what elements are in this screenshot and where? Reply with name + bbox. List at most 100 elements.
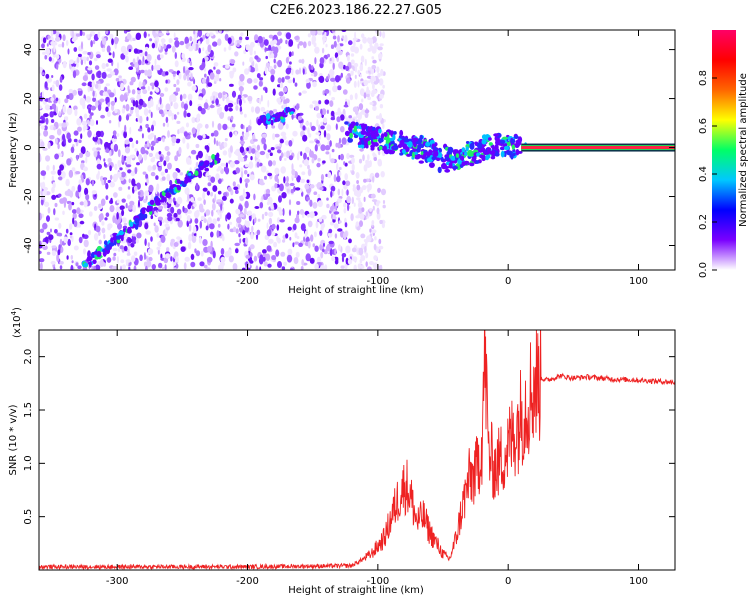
spectrogram-noise-cell — [205, 209, 211, 216]
spectrogram-noise-cell — [117, 149, 121, 158]
spectrogram-noise-cell — [219, 211, 222, 220]
spectrogram-noise-cell — [330, 44, 335, 49]
spectrogram-noise-cell — [90, 40, 93, 48]
spectrogram-noise-cell — [284, 157, 287, 161]
spectrogram-noise-cell — [377, 187, 381, 193]
spectrogram-noise-cell — [357, 213, 361, 218]
spectrogram-noise-cell — [43, 113, 49, 118]
spectrogram-noise-cell — [119, 245, 124, 250]
spectrogram-noise-cell — [363, 92, 367, 99]
spectrogram-noise-cell — [151, 124, 154, 132]
spectrogram-noise-cell — [159, 220, 162, 226]
spectrogram-noise-cell — [290, 267, 294, 270]
spectrogram-noise-cell — [93, 33, 99, 42]
spectrogram-noise-cell — [150, 145, 154, 151]
turbulent-region-cell — [512, 152, 516, 157]
spectrogram-noise-cell — [256, 73, 261, 79]
spectrogram-noise-cell — [157, 248, 160, 255]
spectrogram-noise-cell — [217, 178, 222, 185]
spectrogram-noise-cell — [80, 41, 84, 50]
spectrogram-noise-cell — [249, 51, 253, 56]
spectrogram-noise-cell — [291, 168, 296, 176]
snr-x-axis: -300 -200 -100 0 100 — [106, 330, 648, 587]
spectrogram-noise-cell — [56, 254, 60, 262]
colorbar-gradient — [712, 30, 736, 270]
diagonal-track-cell — [176, 185, 182, 191]
spectrogram-noise-cell — [130, 76, 136, 83]
spectrogram-noise-cell — [132, 100, 136, 107]
spectrogram-noise-cell — [68, 92, 74, 101]
spectrogram-noise-cell — [351, 170, 355, 176]
spectrogram-noise-cell — [217, 123, 222, 131]
spectrogram-noise-cell — [101, 179, 105, 186]
spectrogram-noise-cell — [270, 74, 275, 83]
spectrogram-noise-cell — [309, 150, 314, 158]
spectrogram-noise-cell — [197, 197, 202, 202]
diagonal-track-cell — [129, 221, 134, 227]
spectrogram-noise-cell — [78, 179, 82, 185]
spectrogram-noise-cell — [110, 143, 114, 150]
spectrogram-noise-cell — [301, 58, 305, 64]
spectrogram-noise-cell — [49, 135, 55, 140]
spectrogram-noise-cell — [141, 133, 144, 139]
spectrogram-noise-cell — [279, 155, 282, 162]
spectrogram-noise-cell — [53, 208, 56, 216]
spectrogram-noise-cell — [126, 194, 131, 200]
spectrogram-noise-cell — [378, 53, 383, 60]
spectrogram-noise-cell — [189, 36, 193, 42]
spectrogram-noise-cell — [292, 130, 298, 137]
spectrogram-noise-cell — [363, 196, 366, 202]
spectrogram-noise-cell — [380, 171, 385, 178]
spectrogram-noise-cell — [148, 152, 153, 158]
spectrogram-noise-cell — [264, 211, 268, 216]
spectrogram-noise-cell — [165, 116, 169, 124]
spectrogram-noise-cell — [338, 137, 342, 144]
turbulent-region-cell — [513, 135, 519, 139]
spectrogram-noise-cell — [351, 247, 357, 253]
spectrogram-noise-cell — [243, 49, 247, 55]
snr-y-tick-label: 1.5 — [23, 402, 34, 418]
spectrogram-noise-cell — [75, 171, 81, 175]
spectrogram-noise-cell — [127, 186, 131, 190]
spectrogram-noise-cell — [77, 184, 82, 193]
spectrogram-noise-cell — [373, 80, 379, 85]
spectrogram-noise-cell — [372, 152, 376, 157]
spectrogram-noise-cell — [336, 162, 339, 171]
spectrogram-noise-cell — [302, 134, 308, 142]
spectrogram-noise-cell — [144, 238, 147, 246]
spectrogram-noise-cell — [311, 73, 315, 77]
turbulent-region-cell — [372, 139, 378, 143]
spectrogram-noise-cell — [205, 153, 209, 161]
diagonal-track-cell — [211, 154, 216, 160]
spectrogram-noise-cell — [282, 239, 286, 243]
spectrogram-noise-cell — [216, 199, 222, 203]
spectrogram-y-tick-label: -40 — [23, 237, 34, 253]
spectrogram-noise-cell — [142, 89, 148, 95]
spectrogram-noise-cell — [283, 176, 286, 184]
spectrogram-noise-cell — [315, 220, 319, 229]
spectrogram-noise-cell — [197, 106, 203, 112]
spectrogram-noise-cell — [61, 197, 68, 204]
spectrogram-noise-cell — [267, 149, 272, 153]
spectrogram-noise-cell — [66, 94, 70, 100]
spectrogram-noise-cell — [223, 192, 228, 197]
spectrogram-noise-cell — [277, 31, 282, 36]
spectrogram-noise-cell — [285, 39, 288, 45]
turbulent-region-cell — [378, 128, 382, 134]
spectrogram-x-tick-label: 100 — [629, 276, 648, 287]
spectrogram-noise-cell — [126, 252, 131, 256]
spectrogram-noise-cell — [253, 138, 258, 142]
spectrogram-noise-cell — [379, 43, 384, 47]
spectrogram-noise-cell — [247, 95, 253, 102]
spectrogram-noise-cell — [349, 94, 354, 101]
spectrogram-noise-cell — [86, 56, 89, 62]
spectrogram-noise-cell — [222, 91, 226, 96]
spectrogram-noise-cell — [114, 163, 118, 171]
spectrogram-noise-cell — [55, 106, 59, 114]
spectrogram-noise-cell — [202, 78, 206, 84]
spectrogram-noise-cell — [291, 51, 294, 56]
spectrogram-noise-cell — [299, 67, 301, 75]
spectrogram-noise-cell — [336, 116, 341, 123]
spectrogram-noise-cell — [121, 198, 126, 203]
